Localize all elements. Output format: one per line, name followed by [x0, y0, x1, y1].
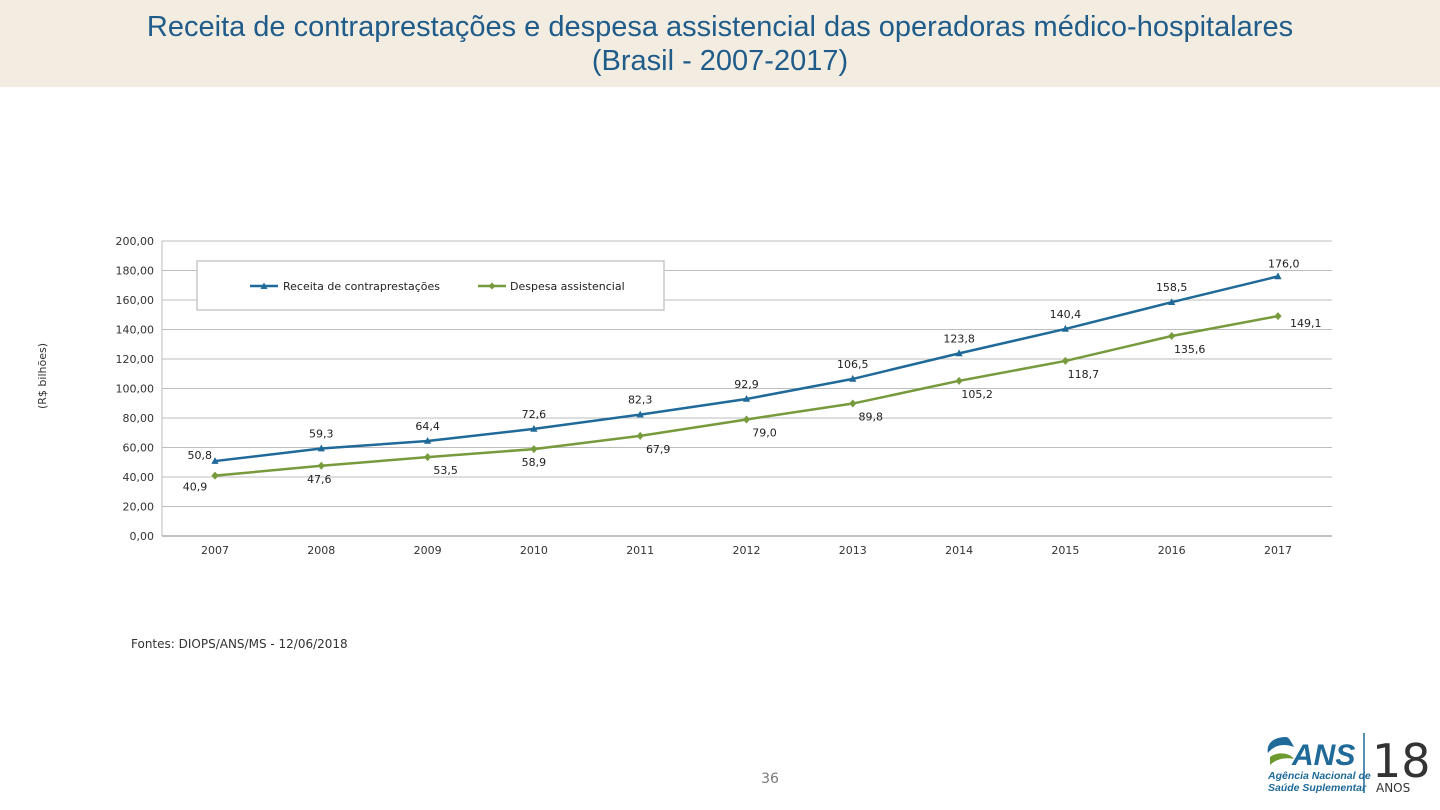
logo-years-label: ANOS	[1376, 781, 1410, 795]
legend-label-receita: Receita de contraprestações	[283, 280, 440, 293]
data-point	[317, 461, 325, 470]
page-title: Receita de contraprestações e despesa as…	[0, 10, 1440, 78]
data-point	[211, 457, 219, 464]
data-label-despesa: 135,6	[1174, 343, 1206, 356]
data-label-despesa: 105,2	[961, 388, 993, 401]
logo-line1: Agência Nacional de	[1267, 770, 1371, 782]
data-label-despesa: 89,8	[859, 411, 884, 424]
data-point	[424, 453, 432, 462]
data-point	[530, 424, 538, 432]
data-label-despesa: 58,9	[522, 456, 547, 469]
data-point	[742, 415, 751, 424]
x-tick-label: 2017	[1264, 544, 1292, 557]
data-label-receita: 123,8	[943, 332, 975, 345]
page-number: 36	[761, 771, 779, 787]
data-label-despesa: 79,0	[752, 426, 777, 439]
y-tick-label: 200,00	[116, 235, 155, 248]
data-point	[1274, 272, 1282, 280]
data-point	[424, 437, 432, 444]
x-tick-label: 2007	[201, 544, 229, 557]
y-tick-label: 120,00	[116, 353, 155, 366]
data-point	[636, 431, 644, 440]
data-point	[849, 399, 857, 408]
data-point	[955, 376, 963, 385]
data-label-receita: 176,0	[1268, 257, 1300, 270]
chart-legend: Receita de contraprestações Despesa assi…	[196, 260, 665, 311]
y-tick-label: 20,00	[123, 501, 155, 514]
x-tick-label: 2008	[307, 544, 335, 557]
data-point	[1168, 331, 1176, 340]
data-label-despesa: 118,7	[1068, 368, 1100, 381]
page-title-line2: (Brasil - 2007-2017)	[591, 45, 849, 77]
data-label-receita: 59,3	[309, 428, 334, 441]
y-tick-label: 140,00	[116, 324, 155, 337]
legend-label-despesa: Despesa assistencial	[510, 280, 625, 293]
data-label-receita: 158,5	[1156, 281, 1188, 294]
data-label-despesa: 47,6	[307, 473, 332, 486]
x-tick-label: 2015	[1051, 544, 1079, 557]
data-point	[742, 394, 751, 402]
data-label-receita: 50,8	[188, 449, 213, 462]
data-point	[317, 444, 325, 452]
x-tick-label: 2014	[945, 544, 973, 557]
data-point	[1168, 298, 1176, 306]
ans-logo: ANS Agência Nacional de Saúde Suplementa…	[1267, 733, 1430, 795]
legend-marker-receita	[260, 282, 268, 289]
data-label-receita: 72,6	[522, 408, 547, 421]
data-label-receita: 64,4	[415, 420, 440, 433]
x-tick-label: 2010	[520, 544, 548, 557]
y-tick-label: 100,00	[116, 383, 155, 396]
data-label-receita: 92,9	[734, 378, 759, 391]
logo-brand: ANS	[1291, 739, 1355, 772]
title-bar: Receita de contraprestações e despesa as…	[0, 0, 1440, 87]
data-point	[636, 410, 644, 418]
x-tick-label: 2012	[733, 544, 761, 557]
data-labels: 50,8 59,3 64,4 72,6 82,3 92,9 106,5 123,8 140,4 1…	[183, 257, 1322, 493]
data-label-receita: 140,4	[1050, 308, 1082, 321]
data-point	[955, 349, 963, 357]
source-note: Fontes: DIOPS/ANS/MS - 12/06/2018	[131, 637, 348, 651]
y-tick-label: 80,00	[123, 412, 155, 425]
page-title-line1: Receita de contraprestações e despesa as…	[146, 11, 1294, 43]
data-point	[1274, 312, 1282, 321]
data-label-despesa: 149,1	[1290, 317, 1322, 330]
data-label-receita: 106,5	[837, 358, 869, 371]
y-axis-ticks: 0,00 20,00 40,00 60,00 80,00 100,00 120,00 140,…	[116, 235, 155, 543]
data-point	[849, 374, 857, 382]
chart-series	[211, 272, 1282, 480]
data-label-despesa: 67,9	[646, 443, 671, 456]
data-label-receita: 82,3	[628, 394, 653, 407]
y-tick-label: 0,00	[130, 530, 155, 543]
y-tick-label: 40,00	[123, 471, 155, 484]
x-tick-label: 2009	[414, 544, 442, 557]
legend-marker-despesa	[488, 282, 496, 290]
data-label-despesa: 40,9	[183, 481, 208, 494]
y-tick-label: 160,00	[116, 294, 155, 307]
y-axis-label: (R$ bilhões)	[36, 343, 49, 409]
y-tick-label: 180,00	[116, 265, 155, 278]
logo-line2: Saúde Suplementar	[1268, 782, 1367, 794]
data-point	[1061, 324, 1069, 332]
y-tick-label: 60,00	[123, 442, 155, 455]
x-tick-label: 2013	[839, 544, 867, 557]
x-axis-ticks: 2007 2008 2009 2010 2011 2012 2013 2014 2015 2016…	[201, 544, 1292, 557]
data-point	[530, 445, 538, 454]
data-point	[211, 471, 219, 480]
x-tick-label: 2011	[626, 544, 654, 557]
logo-years: 18	[1372, 734, 1430, 788]
ans-swoosh-icon	[1267, 737, 1294, 765]
data-point	[1061, 356, 1069, 365]
x-tick-label: 2016	[1158, 544, 1186, 557]
data-label-despesa: 53,5	[433, 464, 458, 477]
